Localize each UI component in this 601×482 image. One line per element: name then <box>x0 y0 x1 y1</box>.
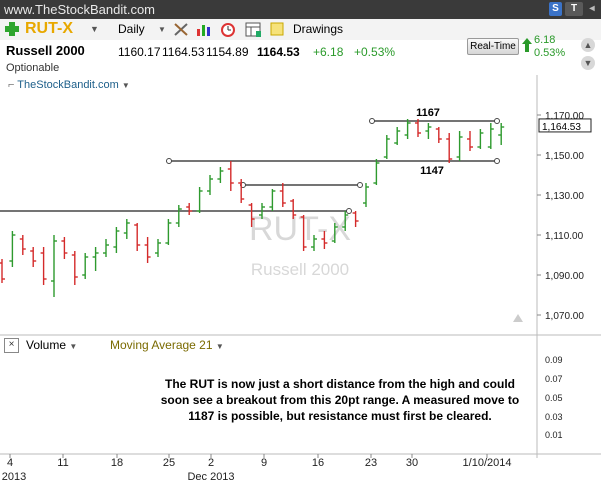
collapse-up-icon[interactable]: ▲ <box>581 38 595 52</box>
x-tick-label: 25 <box>163 457 175 469</box>
last-price-tag: 1,164.53 <box>542 122 581 133</box>
realtime-change-points: 6.18 <box>534 34 556 46</box>
y-tick-label: 1,170.00 <box>545 111 584 122</box>
scroll-up-icon <box>513 314 523 322</box>
x-tick-label: 4 <box>7 457 13 469</box>
volume-y-tick-label: 0.07 <box>545 374 563 384</box>
y-tick-label: 1,130.00 <box>545 191 584 202</box>
x-sub-label: Dec 2013 <box>187 471 234 482</box>
top-bar: www.TheStockBandit.com S T ◂ <box>0 0 601 19</box>
x-tick-label: 16 <box>312 457 324 469</box>
low-value: 1154.89 <box>206 45 249 59</box>
last-price-tag-box <box>538 118 592 133</box>
expand-down-icon[interactable]: ▼ <box>581 56 595 70</box>
interval-select[interactable]: Daily <box>118 22 145 36</box>
optionable-label: Optionable <box>6 62 60 74</box>
x-tick-label: 18 <box>111 457 123 469</box>
study-dropdown-icon[interactable]: ▼ <box>121 81 130 90</box>
y-tick-label: 1,070.00 <box>545 311 584 322</box>
volume-label[interactable]: Volume ▼ <box>26 338 78 352</box>
nav-arrow-icon[interactable]: ◂ <box>589 3 595 14</box>
layout-icon[interactable] <box>245 22 261 37</box>
high-value: 1164.53 <box>162 45 205 59</box>
level-handle <box>166 158 172 164</box>
open-value: 1160.17 <box>118 45 161 59</box>
alarm-clock-icon[interactable] <box>220 21 236 37</box>
x-tick-label: 9 <box>261 457 267 469</box>
x-tick-label: 30 <box>406 457 418 469</box>
x-tick-label: 1/10/2014 <box>463 457 512 469</box>
level-label: 1147 <box>420 165 444 177</box>
realtime-change-percent: 0.53% <box>534 47 566 59</box>
level-handle <box>240 182 246 188</box>
moving-average-label[interactable]: Moving Average 21 ▼ <box>110 338 224 352</box>
real-time-button[interactable]: Real-Time <box>467 38 519 55</box>
symbol-input[interactable]: RUT-X <box>25 20 73 37</box>
volume-y-tick-label: 0.01 <box>545 430 563 440</box>
x-tick-label: 2 <box>208 457 214 469</box>
study-collapse-icon[interactable]: ⌐ <box>8 79 18 91</box>
x-tick-label: 23 <box>365 457 377 469</box>
change-value: +6.18 <box>313 45 344 59</box>
level-handle <box>357 182 363 188</box>
y-tick-label: 1,150.00 <box>545 151 584 162</box>
note-icon[interactable] <box>270 22 284 36</box>
study-name[interactable]: TheStockBandit.com <box>17 79 119 91</box>
level-handle <box>494 118 500 124</box>
watermark-symbol: RUT-X <box>249 210 351 248</box>
up-arrow-icon <box>522 38 532 52</box>
volume-legend: × Volume ▼ Moving Average 21 ▼ <box>0 336 540 354</box>
change-percent-value: +0.53% <box>354 45 396 59</box>
symbol-dropdown-icon[interactable]: ▼ <box>90 24 99 34</box>
toolbar: RUT-X ▼ Daily ▼ Drawings <box>0 19 601 41</box>
last-value: 1164.53 <box>257 45 300 59</box>
menu-button[interactable]: T <box>565 2 583 16</box>
watermark-name: Russell 2000 <box>251 260 349 279</box>
realtime-change: 6.18 0.53% <box>534 34 565 60</box>
volume-y-tick-label: 0.05 <box>545 393 563 403</box>
drawings-button[interactable]: Drawings <box>293 22 344 36</box>
indicators-icon[interactable] <box>196 22 212 37</box>
site-url[interactable]: www.TheStockBandit.com <box>4 2 156 17</box>
study-label[interactable]: ⌐ TheStockBandit.com ▼ <box>8 79 130 91</box>
interval-dropdown-icon[interactable]: ▼ <box>158 25 166 34</box>
y-tick-label: 1,110.00 <box>545 231 584 242</box>
add-symbol-icon[interactable] <box>4 21 20 37</box>
level-label: 1167 <box>416 107 440 119</box>
level-handle <box>494 158 500 164</box>
volume-y-tick-label: 0.09 <box>545 355 563 365</box>
moving-average-dropdown-icon[interactable]: ▼ <box>215 342 224 351</box>
x-tick-label: 11 <box>57 457 68 469</box>
level-handle <box>369 118 375 124</box>
share-button[interactable]: S <box>549 2 562 16</box>
commentary-note: The RUT is now just a short distance fro… <box>160 377 520 423</box>
y-tick-label: 1,090.00 <box>545 271 584 282</box>
tools-icon[interactable] <box>173 22 190 37</box>
volume-y-tick-label: 0.03 <box>545 412 563 422</box>
close-panel-icon[interactable]: × <box>4 338 19 353</box>
x-sub-label: 2013 <box>2 471 26 482</box>
volume-dropdown-icon[interactable]: ▼ <box>69 342 78 351</box>
instrument-name: Russell 2000 <box>6 43 85 58</box>
level-handle <box>346 208 352 214</box>
